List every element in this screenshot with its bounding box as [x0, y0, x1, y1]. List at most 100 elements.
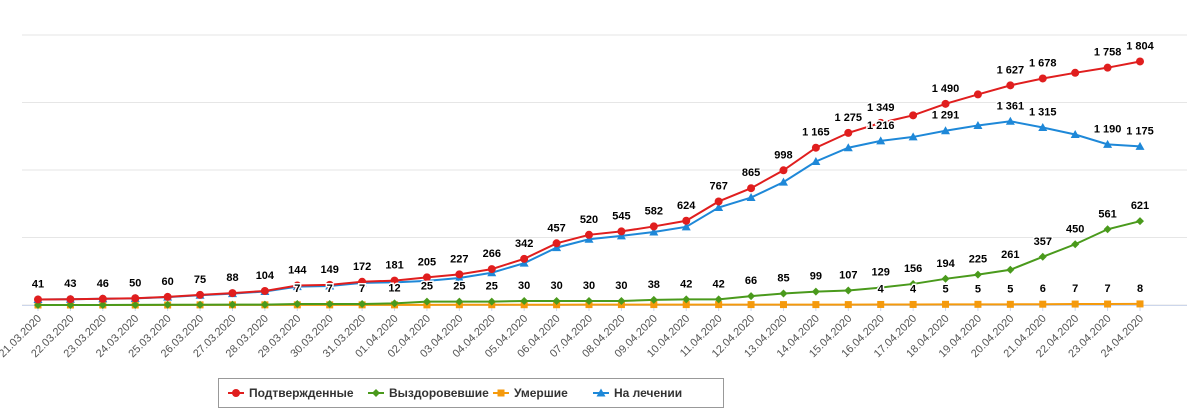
- point: [455, 270, 464, 279]
- data-label: 85: [777, 273, 789, 285]
- point: [714, 203, 724, 212]
- data-label: 266: [483, 248, 501, 260]
- point: [941, 274, 950, 283]
- data-label: 50: [129, 277, 141, 289]
- point: [520, 296, 529, 305]
- legend-marker: [232, 389, 240, 397]
- point: [974, 300, 982, 308]
- point: [1038, 122, 1048, 131]
- data-label: 42: [680, 278, 692, 290]
- legend-label: Подтвержденные: [249, 386, 354, 400]
- data-label: 38: [648, 279, 660, 291]
- point: [1136, 57, 1144, 66]
- data-label: 172: [353, 261, 371, 273]
- point: [909, 300, 917, 308]
- data-label: 865: [742, 167, 760, 179]
- legend-box: [218, 378, 724, 408]
- point: [260, 300, 269, 309]
- point: [487, 265, 496, 274]
- data-label: 66: [745, 275, 757, 287]
- point: [163, 292, 172, 301]
- point: [1071, 240, 1080, 249]
- legend: Подтвержденные Выздоровевшие Умершие На леч…: [218, 378, 724, 408]
- point: [811, 156, 821, 165]
- point: [682, 295, 691, 304]
- data-label: 621: [1131, 200, 1149, 212]
- point: [941, 126, 951, 135]
- data-label: 144: [288, 265, 307, 277]
- data-label: 6: [1040, 283, 1046, 295]
- point: [196, 290, 205, 299]
- point: [520, 254, 529, 263]
- data-label: 1 758: [1094, 47, 1122, 59]
- data-label: 1 627: [997, 64, 1025, 76]
- point: [131, 300, 140, 309]
- point: [843, 143, 853, 152]
- legend-label: На лечении: [614, 386, 682, 400]
- point: [1103, 139, 1113, 148]
- point: [1038, 74, 1047, 83]
- data-label: 545: [612, 210, 630, 222]
- point: [1071, 300, 1079, 308]
- point: [747, 292, 756, 301]
- data-label: 582: [645, 205, 663, 217]
- data-label: 30: [615, 280, 627, 292]
- point: [811, 143, 820, 152]
- point: [1071, 68, 1080, 77]
- point: [812, 301, 820, 309]
- data-label: 7: [327, 283, 333, 295]
- point: [876, 136, 886, 145]
- point: [422, 273, 431, 282]
- point: [34, 295, 42, 304]
- point: [196, 300, 205, 309]
- data-label: 156: [904, 263, 922, 275]
- data-label: 1 361: [997, 100, 1025, 112]
- data-label: 1 216: [867, 120, 895, 132]
- legend-marker: [596, 388, 606, 397]
- point: [1006, 81, 1015, 90]
- legend-marker: [372, 389, 380, 397]
- point: [941, 99, 950, 108]
- point: [1039, 300, 1047, 308]
- data-label: 998: [774, 149, 792, 161]
- data-label: 7: [294, 283, 300, 295]
- point: [34, 301, 42, 309]
- point: [844, 128, 853, 137]
- data-label: 12: [388, 282, 400, 294]
- data-label: 60: [162, 276, 174, 288]
- point: [649, 295, 658, 304]
- data-label: 457: [547, 222, 565, 234]
- point: [876, 118, 885, 127]
- data-label: 261: [1001, 249, 1019, 261]
- point: [260, 286, 269, 295]
- data-label: 520: [580, 214, 598, 226]
- data-label: 8: [1137, 283, 1143, 295]
- data-label: 30: [550, 280, 562, 292]
- data-label: 767: [709, 180, 727, 192]
- point: [422, 297, 431, 306]
- data-label: 46: [97, 278, 109, 290]
- point: [455, 297, 464, 306]
- point: [617, 296, 626, 305]
- data-label: 30: [583, 280, 595, 292]
- point: [1006, 265, 1015, 274]
- point: [1103, 63, 1112, 72]
- data-label: 1 349: [867, 102, 895, 114]
- point: [552, 239, 561, 248]
- data-label: 1 190: [1094, 123, 1122, 135]
- point: [98, 301, 107, 309]
- data-label: 194: [936, 258, 955, 270]
- point: [778, 177, 788, 186]
- data-label: 75: [194, 274, 206, 286]
- data-label: 342: [515, 238, 533, 250]
- data-label: 205: [418, 256, 436, 268]
- point: [714, 197, 723, 206]
- point: [877, 300, 885, 308]
- point: [844, 286, 853, 295]
- data-label: 107: [839, 270, 857, 282]
- point: [617, 227, 626, 236]
- data-label: 450: [1066, 223, 1084, 235]
- point: [747, 184, 756, 193]
- point: [390, 276, 399, 285]
- point: [973, 90, 982, 99]
